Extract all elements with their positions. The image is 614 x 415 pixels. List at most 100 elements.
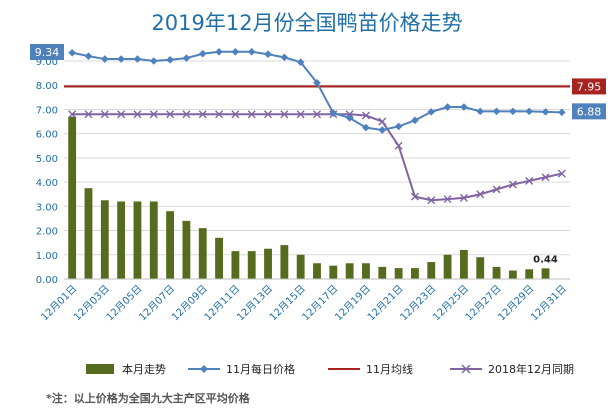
callouts: 9.34 7.95 6.88 0.44 (30, 44, 606, 265)
point-2018-stroke (280, 110, 289, 119)
point-2018 (296, 110, 305, 119)
callout-avg-box (572, 78, 606, 95)
line-series (64, 47, 570, 205)
bar (541, 268, 550, 279)
bar (296, 254, 305, 279)
point-daily (198, 49, 207, 58)
point-2018-stroke (410, 192, 419, 201)
bar (133, 201, 142, 279)
legend-item: 2018年12月同期 (450, 362, 574, 376)
point-daily (394, 122, 403, 131)
point-daily (280, 53, 289, 62)
y-tick-label: 9.00 (36, 57, 58, 68)
y-tick-label: 6.00 (36, 130, 58, 141)
bar (362, 263, 370, 279)
point-daily (443, 103, 452, 111)
point-2018-stroke (68, 110, 77, 119)
point-2018-stroke (198, 110, 207, 119)
point-2018-stroke (149, 110, 158, 119)
bar-series (68, 116, 550, 279)
bar (84, 188, 93, 279)
point-2018-stroke (133, 110, 142, 119)
point-daily (558, 108, 566, 117)
bar (231, 251, 240, 279)
point-2018 (68, 110, 77, 119)
legend-label: 2018年12月同期 (488, 362, 574, 376)
point-2018 (443, 195, 452, 204)
legend-item: 11月每日价格 (188, 362, 295, 376)
point-daily (68, 48, 76, 57)
bar (459, 249, 468, 279)
point-2018-stroke (264, 110, 273, 119)
point-2018-stroke (525, 176, 534, 185)
legend-item: 11月均线 (328, 362, 413, 376)
legend-label: 11月均线 (366, 362, 413, 376)
bar (247, 251, 256, 279)
y-tick-label: 4.00 (36, 178, 58, 189)
point-2018-stroke (117, 110, 126, 119)
point-daily (525, 107, 533, 116)
gridlines (64, 60, 570, 256)
bar (166, 211, 175, 279)
point-daily (329, 109, 338, 117)
point-daily (378, 126, 387, 134)
point-daily (133, 55, 142, 63)
bar (149, 201, 158, 279)
point-2018-stroke (492, 185, 501, 194)
point-2018 (117, 110, 126, 119)
bar (492, 266, 501, 279)
point-2018 (361, 111, 370, 120)
point-daily (84, 52, 93, 60)
point-2018-stroke (459, 193, 468, 202)
legend-label: 11月每日价格 (226, 362, 295, 376)
bar (68, 116, 77, 279)
bar (525, 269, 534, 279)
point-2018-stroke (557, 169, 566, 178)
point-2018 (247, 110, 256, 119)
bar (427, 262, 436, 279)
point-2018 (378, 117, 387, 126)
bar (198, 228, 207, 279)
point-2018-stroke (541, 173, 550, 182)
legend-marker-diamond (200, 365, 208, 373)
point-2018-stroke (100, 110, 109, 119)
point-2018 (182, 110, 191, 119)
point-daily (231, 47, 240, 56)
bar (329, 265, 338, 279)
point-2018-stroke (361, 111, 370, 120)
point-daily (182, 54, 191, 62)
axes: 0.00 1.00 2.00 3.00 4.00 5.00 6.00 7.00 8.00 9.00… (36, 57, 570, 323)
point-2018 (166, 110, 175, 119)
footnote: *注：以上价格为全国九大主产区平均价格 (46, 391, 251, 405)
point-daily (117, 55, 125, 63)
legend-item: 本月走势 (86, 362, 166, 376)
y-tick-label: 0.00 (36, 275, 58, 286)
legend: 本月走势 11月每日价格 11月均线 2018年12月同期 (86, 362, 574, 376)
series-line-2018 (72, 113, 563, 202)
point-2018-stroke (84, 110, 93, 119)
point-2018 (133, 110, 142, 119)
callout-start-text: 9.34 (35, 46, 60, 59)
point-2018 (394, 141, 403, 150)
y-tick-label: 2.00 (36, 227, 58, 238)
y-tick-label: 8.00 (36, 81, 58, 92)
point-2018 (476, 190, 485, 199)
y-tick-label: 1.00 (36, 251, 58, 262)
point-daily (362, 123, 370, 132)
point-2018-stroke (427, 196, 436, 205)
point-2018 (313, 110, 321, 119)
bar (443, 254, 452, 279)
callout-end-box (572, 103, 606, 120)
point-daily (247, 47, 256, 56)
point-2018-stroke (215, 110, 224, 119)
point-2018 (231, 110, 240, 119)
point-2018-stroke (231, 110, 240, 119)
point-2018 (492, 185, 501, 194)
point-2018 (264, 110, 273, 119)
point-2018 (459, 193, 468, 202)
point-2018 (215, 110, 224, 119)
callout-start-box (30, 44, 64, 60)
point-2018-stroke (313, 110, 321, 119)
point-2018 (280, 110, 289, 119)
